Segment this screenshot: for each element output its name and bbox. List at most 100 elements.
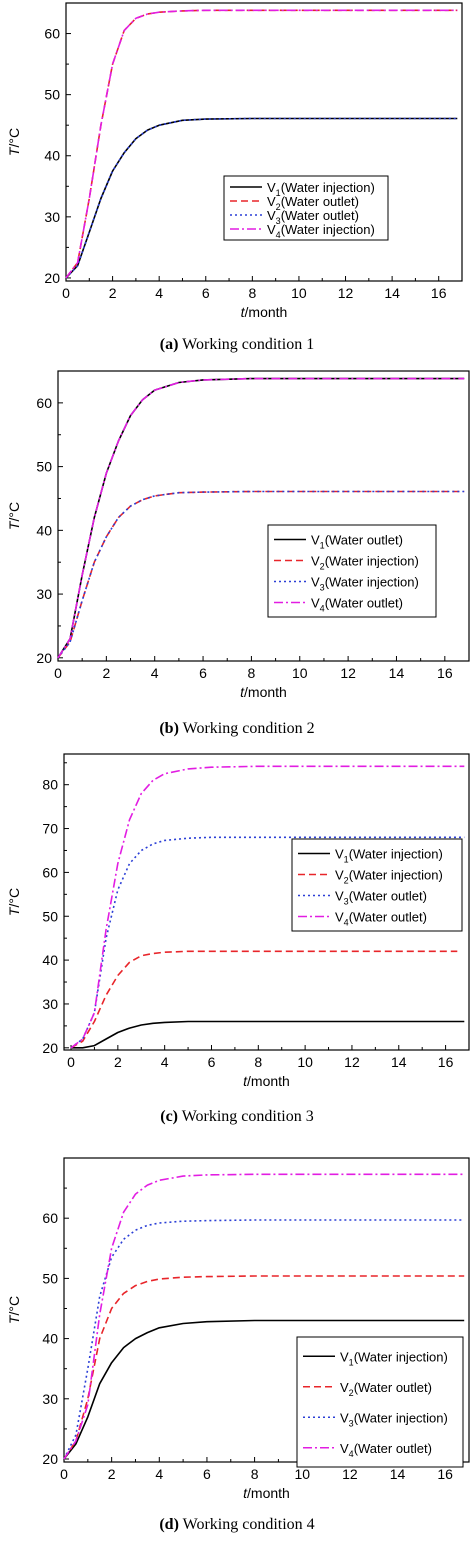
plot-frame [65,2,463,282]
y-axis-label: T/°C [6,1296,22,1324]
x-axis-label-var: t [243,1485,248,1501]
legend-label-v4: V4(Water outlet) [335,910,427,928]
caption-d: (d) Working condition 4 [0,1516,474,1534]
caption-b: (b) Working condition 2 [0,720,474,738]
x-tick-label: 0 [62,285,70,301]
x-tick-label: 14 [391,1054,407,1070]
caption-d-text: Working condition 4 [178,1516,315,1533]
y-tick-label: 20 [42,1040,58,1056]
x-axis-label: t/month [241,304,288,320]
x-tick-label: 6 [203,1466,211,1482]
legend-label-text: (Water outlet) [281,208,359,223]
caption-c-letter: (c) [160,1108,178,1125]
legend-label-subscript: 2 [320,562,325,572]
series-line-v3 [65,117,458,279]
legend-box [296,1336,464,1468]
legend-label-subscript: 4 [276,230,281,240]
legend-label-text: (Water outlet) [349,889,427,904]
legend-label-v2: V2(Water outlet) [340,1380,432,1398]
legend-label-v4: V4(Water injection) [267,222,375,240]
legend-label-letter: V [335,889,344,904]
legend-label-text: (Water outlet) [281,194,359,209]
x-tick-label: 6 [199,665,207,681]
series-line-v1 [63,1319,465,1460]
x-tick-label: 2 [114,1054,122,1070]
x-tick-label: 10 [291,285,307,301]
y-tick-label: 30 [42,1391,58,1407]
legend-label-letter: V [335,847,344,862]
y-axis-label-var: T [6,520,22,530]
caption-d-letter: (d) [159,1516,179,1533]
legend-label-v1: V1(Water injection) [340,1349,448,1367]
legend-label-text: (Water injection) [281,222,375,237]
x-tick-label: 10 [292,665,308,681]
y-tick-label: 40 [42,1331,58,1347]
legend-label-letter: V [267,208,276,223]
series-line-v1 [71,1020,465,1049]
legend-label-v3: V3(Water outlet) [335,889,427,907]
chart-3: 0 2 4 6 8 10 12 14 1620304050607080t/monthT/°CV1… [6,753,470,1089]
legend-label-letter: V [311,575,320,590]
x-tick-label: 16 [438,1054,454,1070]
x-tick-label: 4 [161,1054,169,1070]
y-axis-label: T/°C [6,888,22,916]
legend-label-subscript: 3 [344,897,349,907]
legend-label-v4: V4(Water outlet) [311,596,403,614]
x-axis-label: t/month [243,1073,290,1089]
series-line-v3 [57,490,465,659]
legend-label-letter: V [340,1441,349,1456]
legend-label-subscript: 3 [276,216,281,226]
legend-label-v1: V1(Water injection) [267,180,375,198]
legend-label-subscript: 4 [320,604,325,614]
caption-a-text: Working condition 1 [178,336,315,353]
y-axis-label-unit: /°C [6,128,22,148]
x-tick-label: 2 [102,665,110,681]
caption-c: (c) Working condition 3 [0,1108,474,1126]
y-tick-label: 50 [42,908,58,924]
legend-label-subscript: 3 [320,583,325,593]
legend-label-text: (Water injection) [349,847,443,862]
y-tick-label: 20 [36,650,52,666]
plot-frame [63,1157,470,1463]
x-tick-label: 6 [202,285,210,301]
x-tick-label: 10 [294,1466,310,1482]
legend-label-subscript: 1 [320,541,325,551]
legend-label-subscript: 4 [349,1449,354,1459]
x-axis-label-unit: /month [247,1485,290,1501]
x-tick-label: 2 [109,285,117,301]
legend-label-letter: V [311,533,320,548]
x-tick-label: 8 [251,1466,259,1482]
legend: V1(Water injection)V2(Water outlet)V3(Wa… [223,175,389,241]
y-tick-label: 20 [42,1451,58,1467]
legend-label-letter: V [267,194,276,209]
x-tick-label: 12 [344,1054,360,1070]
y-tick-label: 30 [42,996,58,1012]
legend-label-text: (Water injection) [325,575,419,590]
x-tick-label: 16 [431,285,447,301]
legend-label-letter: V [335,910,344,925]
x-tick-label: 8 [248,285,256,301]
x-tick-label: 2 [108,1466,116,1482]
y-tick-label: 50 [42,1270,58,1286]
y-tick-label: 80 [42,777,58,793]
series-line-v2 [70,950,458,1049]
legend-label-letter: V [335,868,344,883]
x-tick-label: 4 [155,1466,163,1482]
legend-label-subscript: 2 [349,1388,354,1398]
y-tick-label: 60 [42,864,58,880]
series-line-v3 [63,1219,465,1460]
y-tick-label: 50 [44,87,60,103]
y-axis-label: T/°C [6,502,22,530]
x-axis-label: t/month [240,684,287,700]
legend-label-letter: V [340,1380,349,1395]
y-tick-label: 30 [44,209,60,225]
legend-label-subscript: 2 [276,202,281,212]
series-line-v2 [63,1275,465,1460]
x-tick-label: 4 [155,285,163,301]
series-line-v3 [70,836,465,1049]
legend-label-v2: V2(Water outlet) [267,194,359,212]
chart-2: 0 2 4 6 8 10 12 14 162030405060t/monthT/°CV1(Wat… [6,370,470,700]
x-tick-label: 16 [437,665,453,681]
legend-label-text: (Water injection) [349,868,443,883]
